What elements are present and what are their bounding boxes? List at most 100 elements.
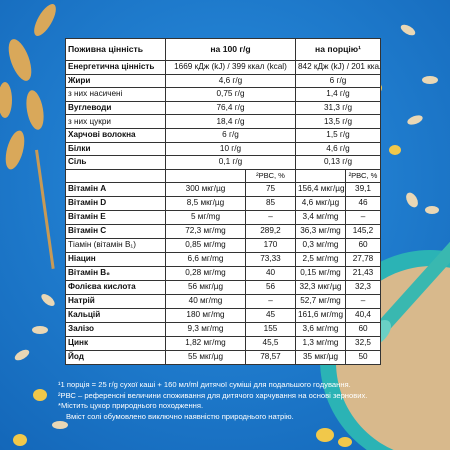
footnote: Вміст солі обумовлено виключно наявністю…	[66, 411, 294, 421]
footnote: ¹1 порція = 25 г/g сухої каші + 160 мл/m…	[58, 380, 351, 389]
table-row: Вітамін A 300 мкг/µg 75 156,4 мкг/µg 39,1	[65, 181, 382, 197]
row-label: Вітамін B₆	[65, 265, 166, 281]
value-cell: 55 мкг/µg	[165, 349, 246, 365]
table-row: Тіамін (вітамін B₁) 0,85 мг/mg 170 0,3 мг/m…	[65, 237, 382, 253]
value-cell: 76,4 г/g	[165, 100, 296, 116]
value-cell: 2,5 мг/mg	[295, 251, 346, 267]
value-cell: 21,43	[344, 265, 382, 281]
value-cell: 145,2	[344, 223, 382, 239]
table-row: Сіль 0,1 г/g 0,13 г/g	[65, 155, 382, 170]
value-cell: 40,4	[344, 307, 382, 323]
value-cell: 60	[344, 321, 382, 337]
value-cell: 4,6 г/g	[165, 73, 296, 89]
table-row: з них цукри 18,4 г/g 13,5 г/g	[65, 114, 382, 129]
empty-cell	[165, 168, 246, 183]
table-row: Енергетична цінність 1669 кДж (kJ) / 399 …	[65, 60, 382, 75]
rda-header: ²РВС, %	[344, 168, 382, 183]
value-cell: 1669 кДж (kJ) / 399 ккал (kcal)	[165, 60, 296, 75]
empty-cell	[65, 168, 166, 183]
value-cell: 9,3 мг/mg	[165, 321, 246, 337]
value-cell: 72,3 мг/mg	[165, 223, 246, 239]
value-cell: –	[344, 293, 382, 309]
value-cell: 32,5	[344, 335, 382, 351]
table-row: Йод 55 мкг/µg 78,57 35 мкг/µg 50	[65, 349, 382, 365]
value-cell: 73,33	[245, 251, 296, 267]
row-label: Вітамін A	[65, 181, 166, 197]
rda-header: ²РВС, %	[245, 168, 296, 183]
table-row: Поживна цінність на 100 г/g на порцію¹	[65, 38, 382, 61]
footnote: ²РВС – референсні величини споживання дл…	[58, 390, 368, 400]
value-cell: 8,5 мкг/µg	[165, 195, 246, 211]
value-cell: 45	[245, 307, 296, 323]
value-cell: 56	[245, 279, 296, 295]
value-cell: 1,4 г/g	[294, 87, 382, 102]
value-cell: 32,3	[344, 279, 382, 295]
value-cell: 45,5	[245, 335, 296, 351]
header-cell: на 100 г/g	[165, 38, 296, 61]
row-label: Вітамін C	[65, 223, 166, 239]
value-cell: 52,7 мг/mg	[295, 293, 346, 309]
value-cell: 56 мкг/µg	[165, 279, 246, 295]
row-label: з них цукри	[65, 114, 166, 129]
value-cell: 0,28 мг/mg	[165, 265, 246, 281]
value-cell: –	[245, 293, 296, 309]
row-label: Фолієва кислота	[65, 279, 166, 295]
row-label: Вітамін D	[65, 195, 166, 211]
value-cell: 40	[245, 265, 296, 281]
table-row: з них насичені 0,75 г/g 1,4 г/g	[65, 87, 382, 102]
value-cell: 4,6 мкг/µg	[295, 195, 346, 211]
row-label: Залізо	[65, 321, 166, 337]
value-cell: 10 г/g	[165, 141, 296, 157]
value-cell: –	[245, 209, 296, 225]
value-cell: 6 г/g	[165, 127, 296, 143]
table-row: Цинк 1,82 мг/mg 45,5 1,3 мг/mg 32,5	[65, 335, 382, 351]
value-cell: 39,1	[344, 181, 382, 197]
footnotes: ¹1 порція = 25 г/g сухої каші + 160 мл/m…	[58, 380, 438, 422]
value-cell: 0,3 мг/mg	[295, 237, 346, 253]
value-cell: 3,6 мг/mg	[295, 321, 346, 337]
value-cell: 32,3 мкг/µg	[295, 279, 346, 295]
value-cell: 13,5 г/g	[294, 114, 382, 129]
value-cell: 6,6 мг/mg	[165, 251, 246, 267]
row-label: Жири	[65, 73, 166, 89]
table-row: Вітамін B₆ 0,28 мг/mg 40 0,15 мг/mg 21,43	[65, 265, 382, 281]
header-cell: Поживна цінність	[65, 38, 166, 61]
table-row: Натрій 40 мг/mg –52,7 мг/mg –	[65, 293, 382, 309]
value-cell: 60	[344, 237, 382, 253]
value-cell: –	[344, 209, 382, 225]
value-cell: 35 мкг/µg	[295, 349, 346, 365]
value-cell: 161,6 мг/mg	[295, 307, 346, 323]
row-label: Цинк	[65, 335, 166, 351]
value-cell: 170	[245, 237, 296, 253]
value-cell: 75	[245, 181, 296, 197]
table-row: Ніацин 6,6 мг/mg 73,33 2,5 мг/mg 27,78	[65, 251, 382, 267]
value-cell: 0,13 г/g	[294, 155, 382, 170]
table-row: ²РВС, % ²РВС, %	[65, 168, 382, 183]
table-row: Вуглеводи 76,4 г/g 31,3 г/g	[65, 100, 382, 116]
value-cell: 46	[344, 195, 382, 211]
value-cell: 180 мг/mg	[165, 307, 246, 323]
value-cell: 6 г/g	[294, 73, 382, 89]
row-label: Ніацин	[65, 251, 166, 267]
row-label: Харчові волокна	[65, 127, 166, 143]
value-cell: 155	[245, 321, 296, 337]
value-cell: 78,57	[245, 349, 296, 365]
value-cell: 1,3 мг/mg	[295, 335, 346, 351]
value-cell: 1,82 мг/mg	[165, 335, 246, 351]
value-cell: 50	[344, 349, 382, 365]
table-row: Вітамін C 72,3 мг/mg 289,2 36,3 мг/mg 145,2	[65, 223, 382, 239]
row-label: Йод	[65, 349, 166, 365]
table-row: Фолієва кислота 56 мкг/µg 56 32,3 мкг/µg 32,…	[65, 279, 382, 295]
row-label: з них насичені	[65, 87, 166, 102]
table-row: Харчові волокна 6 г/g 1,5 г/g	[65, 127, 382, 143]
value-cell: 0,75 г/g	[165, 87, 296, 102]
table-row: Кальцій 180 мг/mg 45 161,6 мг/mg 40,4	[65, 307, 382, 323]
row-label: Тіамін (вітамін B₁)	[65, 237, 166, 253]
value-cell: 40 мг/mg	[165, 293, 246, 309]
oats	[14, 24, 439, 429]
value-cell: 85	[245, 195, 296, 211]
value-cell: 842 кДж (kJ) / 201 ккал (kcal)	[294, 60, 382, 75]
value-cell: 27,78	[344, 251, 382, 267]
table-row: Залізо 9,3 мг/mg 155 3,6 мг/mg 60	[65, 321, 382, 337]
